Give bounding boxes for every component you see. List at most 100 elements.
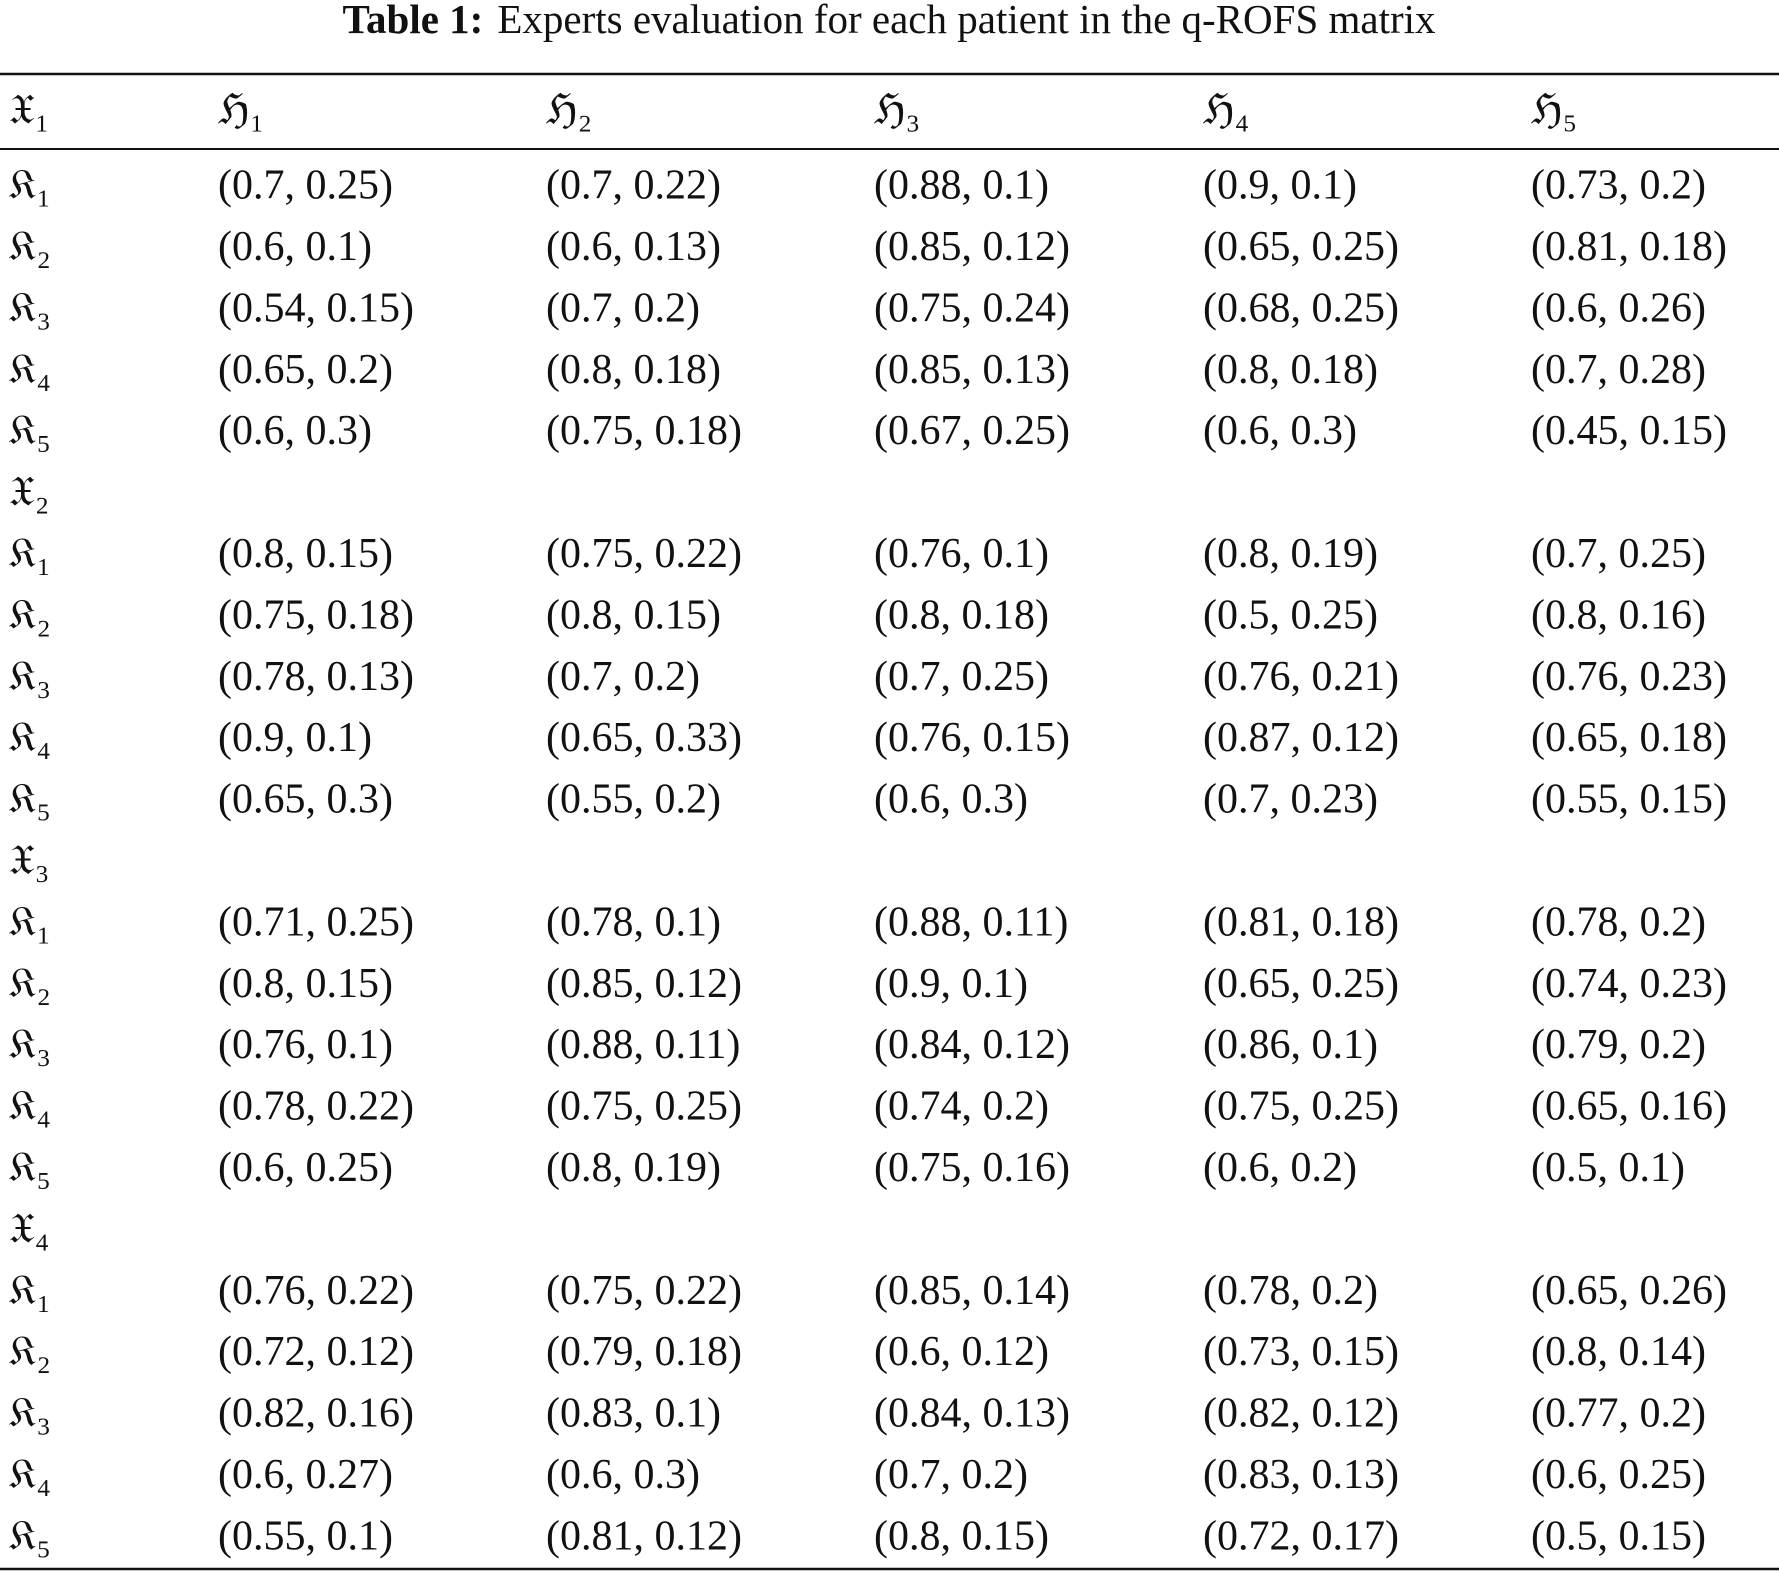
cell: (0.65, 0.25) xyxy=(1203,961,1399,1007)
row-label: 𝔎₄ xyxy=(9,1452,51,1498)
row-label: 𝔎₃ xyxy=(9,654,51,700)
row-label: 𝔎₂ xyxy=(9,1329,51,1375)
cell: (0.55, 0.2) xyxy=(546,777,721,823)
cell: (0.71, 0.25) xyxy=(218,899,414,945)
cell: (0.78, 0.22) xyxy=(218,1084,414,1130)
cell: (0.8, 0.15) xyxy=(218,531,393,577)
header-cell: ℌ₅ xyxy=(1531,88,1577,134)
cell: (0.7, 0.2) xyxy=(546,285,700,331)
row-label: 𝔎₅ xyxy=(9,777,51,823)
cell: (0.6, 0.2) xyxy=(1203,1145,1357,1191)
cell: (0.72, 0.12) xyxy=(218,1329,414,1375)
row-label: 𝔎₄ xyxy=(9,1084,51,1130)
cell: (0.76, 0.1) xyxy=(874,531,1049,577)
cell: (0.45, 0.15) xyxy=(1531,408,1727,454)
cell: (0.88, 0.1) xyxy=(874,163,1049,209)
cell: (0.73, 0.2) xyxy=(1531,163,1706,209)
cell: (0.81, 0.18) xyxy=(1531,224,1727,270)
row-label: 𝔎₅ xyxy=(9,1513,51,1559)
cell: (0.7, 0.2) xyxy=(546,654,700,700)
cell: (0.82, 0.12) xyxy=(1203,1391,1399,1437)
cell: (0.65, 0.25) xyxy=(1203,224,1399,270)
cell: (0.8, 0.15) xyxy=(218,961,393,1007)
caption-label: Table 1: xyxy=(342,0,483,42)
row-label: 𝔎₃ xyxy=(9,1391,51,1437)
cell: (0.75, 0.25) xyxy=(1203,1084,1399,1130)
cell: (0.76, 0.23) xyxy=(1531,654,1727,700)
cell: (0.9, 0.1) xyxy=(1203,163,1357,209)
cell: (0.6, 0.3) xyxy=(546,1452,700,1498)
caption-text: Experts evaluation for each patient in t… xyxy=(497,0,1435,42)
cell: (0.82, 0.16) xyxy=(218,1391,414,1437)
cell: (0.6, 0.3) xyxy=(1203,408,1357,454)
cell: (0.6, 0.1) xyxy=(218,224,372,270)
cell: (0.78, 0.2) xyxy=(1531,899,1706,945)
header-cell: ℌ₃ xyxy=(874,88,920,134)
cell: (0.8, 0.19) xyxy=(1203,531,1378,577)
row-label: 𝔎₁ xyxy=(9,899,51,945)
row-label: 𝔎₂ xyxy=(9,224,51,270)
cell: (0.76, 0.1) xyxy=(218,1022,393,1068)
cell: (0.6, 0.13) xyxy=(546,224,721,270)
row-label: 𝔎₁ xyxy=(9,163,51,209)
header-cell: ℌ₁ xyxy=(218,88,264,134)
header-cell: 𝔛₁ xyxy=(9,88,49,134)
cell: (0.7, 0.22) xyxy=(546,163,721,209)
cell: (0.5, 0.1) xyxy=(1531,1145,1685,1191)
cell: (0.55, 0.15) xyxy=(1531,777,1727,823)
cell: (0.78, 0.13) xyxy=(218,654,414,700)
cell: (0.65, 0.33) xyxy=(546,715,742,761)
cell: (0.65, 0.18) xyxy=(1531,715,1727,761)
cell: (0.6, 0.12) xyxy=(874,1329,1049,1375)
cell: (0.87, 0.12) xyxy=(1203,715,1399,761)
cell: (0.85, 0.14) xyxy=(874,1268,1070,1314)
row-label: 𝔎₅ xyxy=(9,1145,51,1191)
row-label: 𝔎₄ xyxy=(9,347,51,393)
cell: (0.6, 0.27) xyxy=(218,1452,393,1498)
cell: (0.75, 0.22) xyxy=(546,1268,742,1314)
cell: (0.79, 0.18) xyxy=(546,1329,742,1375)
cell: (0.75, 0.16) xyxy=(874,1145,1070,1191)
cell: (0.84, 0.13) xyxy=(874,1391,1070,1437)
cell: (0.81, 0.18) xyxy=(1203,899,1399,945)
row-label: 𝔎₁ xyxy=(9,531,51,577)
cell: (0.76, 0.21) xyxy=(1203,654,1399,700)
cell: (0.85, 0.12) xyxy=(874,224,1070,270)
cell: (0.78, 0.1) xyxy=(546,899,721,945)
cell: (0.65, 0.26) xyxy=(1531,1268,1727,1314)
group-label: 𝔛₂ xyxy=(9,470,49,516)
cell: (0.8, 0.18) xyxy=(1203,347,1378,393)
cell: (0.75, 0.18) xyxy=(546,408,742,454)
cell: (0.75, 0.22) xyxy=(546,531,742,577)
cell: (0.85, 0.13) xyxy=(874,347,1070,393)
cell: (0.55, 0.1) xyxy=(218,1513,393,1559)
cell: (0.65, 0.16) xyxy=(1531,1084,1727,1130)
cell: (0.88, 0.11) xyxy=(874,899,1068,945)
cell: (0.9, 0.1) xyxy=(874,961,1028,1007)
cell: (0.84, 0.12) xyxy=(874,1022,1070,1068)
cell: (0.6, 0.25) xyxy=(1531,1452,1706,1498)
cell: (0.8, 0.14) xyxy=(1531,1329,1706,1375)
cell: (0.83, 0.1) xyxy=(546,1391,721,1437)
cell: (0.8, 0.18) xyxy=(874,592,1049,638)
cell: (0.7, 0.23) xyxy=(1203,777,1378,823)
row-label: 𝔎₁ xyxy=(9,1268,51,1314)
cell: (0.65, 0.2) xyxy=(218,347,393,393)
table-caption: Table 1: Experts evaluation for each pati… xyxy=(342,0,1435,42)
row-label: 𝔎₄ xyxy=(9,715,51,761)
cell: (0.7, 0.28) xyxy=(1531,347,1706,393)
cell: (0.79, 0.2) xyxy=(1531,1022,1706,1068)
header-cell: ℌ₂ xyxy=(546,88,592,134)
cell: (0.83, 0.13) xyxy=(1203,1452,1399,1498)
cell: (0.77, 0.2) xyxy=(1531,1391,1706,1437)
cell: (0.7, 0.25) xyxy=(218,163,393,209)
row-label: 𝔎₃ xyxy=(9,285,51,331)
cell: (0.54, 0.15) xyxy=(218,285,414,331)
cell: (0.72, 0.17) xyxy=(1203,1513,1399,1559)
cell: (0.75, 0.25) xyxy=(546,1084,742,1130)
group-label: 𝔛₄ xyxy=(9,1206,49,1252)
cell: (0.8, 0.15) xyxy=(546,592,721,638)
cell: (0.75, 0.24) xyxy=(874,285,1070,331)
